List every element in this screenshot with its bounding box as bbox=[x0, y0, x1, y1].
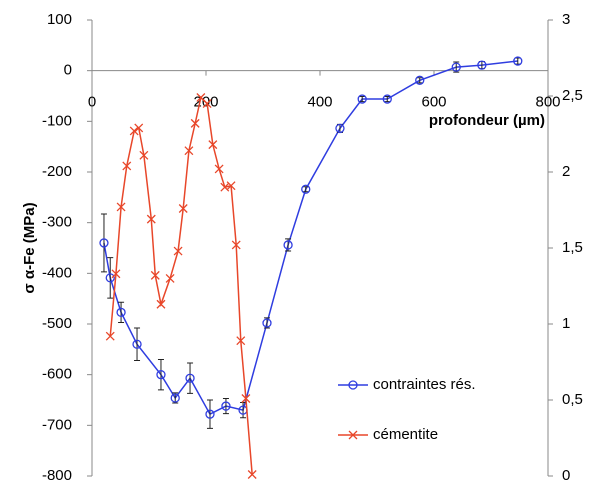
point bbox=[156, 299, 166, 309]
point bbox=[116, 202, 126, 212]
error-bar bbox=[157, 358, 164, 391]
point bbox=[99, 238, 109, 248]
y-tick-label: -400 bbox=[42, 264, 72, 281]
error-bar bbox=[134, 327, 141, 361]
point bbox=[105, 273, 115, 283]
legend-label: cémentite bbox=[373, 426, 438, 443]
error-bar bbox=[384, 96, 391, 103]
point bbox=[241, 394, 251, 403]
point bbox=[451, 62, 461, 72]
point bbox=[283, 240, 293, 250]
point bbox=[170, 393, 180, 403]
y-tick-label: -800 bbox=[42, 467, 72, 484]
point bbox=[236, 336, 246, 346]
y2-tick-label: 0,5 bbox=[562, 391, 583, 408]
point bbox=[185, 373, 195, 383]
point bbox=[134, 123, 144, 133]
y2-tick-label: 3 bbox=[562, 11, 570, 28]
y2-tick-label: 0 bbox=[562, 467, 570, 484]
y2-tick-label: 2 bbox=[562, 163, 570, 180]
x-tick-label: 800 bbox=[535, 94, 560, 111]
point bbox=[205, 409, 215, 419]
point bbox=[221, 401, 231, 411]
point bbox=[116, 307, 126, 317]
point bbox=[202, 99, 212, 109]
y-axis-label: σ α-Fe (MPa) bbox=[21, 202, 38, 293]
y2-tick-label: 2,5 bbox=[562, 87, 583, 104]
point bbox=[226, 181, 236, 191]
legend-marker bbox=[348, 380, 358, 390]
error-bar bbox=[240, 402, 247, 419]
y-tick-label: -500 bbox=[42, 315, 72, 332]
point bbox=[214, 164, 224, 174]
legend-label: contraintes rés. bbox=[373, 376, 476, 393]
error-bar bbox=[302, 186, 309, 193]
point bbox=[132, 339, 142, 349]
point bbox=[262, 318, 272, 328]
point bbox=[301, 184, 311, 194]
error-bar bbox=[206, 399, 213, 429]
point bbox=[184, 146, 194, 156]
x-tick-label: 0 bbox=[88, 94, 96, 111]
point bbox=[208, 140, 218, 150]
y-tick-label: -200 bbox=[42, 163, 72, 180]
point bbox=[357, 94, 367, 104]
point bbox=[178, 204, 188, 213]
point bbox=[165, 273, 175, 283]
point bbox=[190, 118, 200, 128]
y-tick-label: 100 bbox=[47, 11, 72, 28]
y2-tick-label: 1,5 bbox=[562, 239, 583, 256]
point bbox=[129, 126, 139, 136]
error-bar bbox=[100, 213, 107, 273]
y-tick-label: -300 bbox=[42, 214, 72, 231]
y-tick-label: 0 bbox=[64, 62, 72, 79]
point bbox=[477, 60, 487, 70]
x-tick-label: 600 bbox=[421, 94, 446, 111]
error-bar bbox=[187, 362, 194, 394]
error-bar bbox=[222, 397, 229, 415]
y-tick-label: -700 bbox=[42, 416, 72, 433]
y-tick-label: -600 bbox=[42, 366, 72, 383]
point bbox=[247, 470, 257, 479]
series-line bbox=[103, 60, 518, 416]
error-bar bbox=[118, 301, 125, 323]
point bbox=[139, 150, 149, 160]
point bbox=[335, 123, 345, 134]
error-bar bbox=[359, 96, 366, 103]
point bbox=[382, 94, 392, 104]
error-bar bbox=[416, 77, 423, 84]
point bbox=[231, 240, 241, 250]
error-bar bbox=[107, 257, 114, 299]
series-line bbox=[109, 96, 253, 475]
x-tick-label: 400 bbox=[307, 94, 332, 111]
point bbox=[111, 269, 121, 279]
point bbox=[146, 214, 156, 224]
point bbox=[122, 161, 132, 171]
point bbox=[415, 75, 425, 85]
x-axis-label: profondeur (µm) bbox=[429, 112, 545, 129]
point bbox=[150, 270, 160, 280]
point bbox=[105, 331, 115, 341]
point bbox=[513, 56, 523, 66]
legend-marker bbox=[348, 430, 358, 440]
point bbox=[173, 246, 183, 256]
point bbox=[156, 370, 166, 380]
y2-tick-label: 1 bbox=[562, 315, 570, 332]
y-tick-label: -100 bbox=[42, 112, 72, 129]
